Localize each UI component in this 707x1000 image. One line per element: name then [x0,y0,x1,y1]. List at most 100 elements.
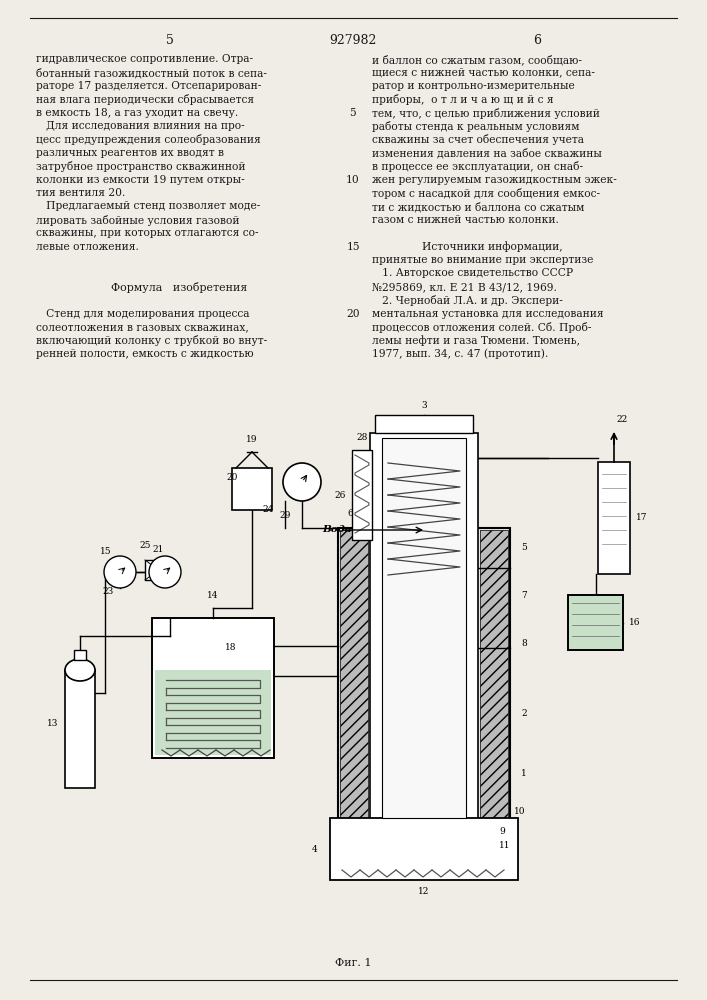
Text: цесс предупреждения солеобразования: цесс предупреждения солеобразования [36,134,261,145]
Text: 19: 19 [246,436,258,444]
Text: 25: 25 [139,540,151,550]
Text: 2: 2 [521,708,527,718]
Text: Стенд для моделирования процесса: Стенд для моделирования процесса [36,309,250,319]
Bar [232,468,272,510]
Text: 5: 5 [350,108,356,118]
Text: 29: 29 [279,512,291,520]
Text: 26: 26 [334,490,346,499]
Text: раторе 17 разделяется. Отсепарирован-: раторе 17 разделяется. Отсепарирован- [36,81,262,91]
Text: 18: 18 [226,644,237,652]
Text: 9: 9 [499,826,505,836]
Text: 8: 8 [521,639,527,648]
Text: 7: 7 [521,591,527,600]
Bar [152,618,274,758]
Text: жен регулируемым газожидкостным эжек-: жен регулируемым газожидкостным эжек- [372,175,617,185]
Bar [568,595,623,650]
Text: 21: 21 [153,546,164,554]
Text: 15: 15 [100,548,112,556]
Text: различных реагентов их вводят в: различных реагентов их вводят в [36,148,224,158]
Text: 28: 28 [356,434,368,442]
Text: 4: 4 [312,844,318,854]
Text: ти с жидкостью и баллона со сжатым: ти с жидкостью и баллона со сжатым [372,201,585,212]
Text: тем, что, с целью приближения условий: тем, что, с целью приближения условий [372,108,600,119]
Bar [338,528,510,823]
Bar [598,462,630,574]
Bar [352,450,372,540]
Text: №295869, кл. Е 21 В 43/12, 1969.: №295869, кл. Е 21 В 43/12, 1969. [372,282,557,292]
Text: 20: 20 [346,309,360,319]
Text: Источники информации,: Источники информации, [422,242,563,252]
Text: 1. Авторское свидетельство СССР: 1. Авторское свидетельство СССР [372,268,573,278]
Text: в процессе ее эксплуатации, он снаб-: в процессе ее эксплуатации, он снаб- [372,161,583,172]
Text: 6: 6 [347,508,353,518]
Text: 11: 11 [499,840,510,850]
Text: Фиг. 1: Фиг. 1 [334,958,371,968]
Text: Вода: Вода [322,526,351,534]
Text: 16: 16 [629,618,641,627]
Text: Формула   изобретения: Формула изобретения [111,282,247,293]
Text: 927982: 927982 [329,34,377,47]
Text: лемы нефти и газа Тюмени. Тюмень,: лемы нефти и газа Тюмени. Тюмень, [372,335,580,346]
Text: скважины за счет обеспечения учета: скважины за счет обеспечения учета [372,134,584,145]
Text: принятые во внимание при экспертизе: принятые во внимание при экспертизе [372,255,593,265]
Circle shape [149,556,181,588]
Text: скважины, при которых отлагаются со-: скважины, при которых отлагаются со- [36,228,259,238]
Bar [375,415,473,433]
Text: 14: 14 [207,591,218,600]
Text: тия вентиля 20.: тия вентиля 20. [36,188,125,198]
Text: 20: 20 [226,474,238,483]
Text: 22: 22 [617,416,628,424]
Text: колонки из емкости 19 путем откры-: колонки из емкости 19 путем откры- [36,175,245,185]
Text: включающий колонку с трубкой во внут-: включающий колонку с трубкой во внут- [36,335,267,346]
Bar [382,438,466,818]
Text: 3: 3 [421,400,427,410]
Bar [152,618,274,758]
Text: 5: 5 [521,544,527,552]
Text: ратор и контрольно-измерительные: ратор и контрольно-измерительные [372,81,575,91]
Text: Предлагаемый стенд позволяет моде-: Предлагаемый стенд позволяет моде- [36,201,260,211]
Text: 23: 23 [103,587,114,596]
Text: затрубное пространство скважинной: затрубное пространство скважинной [36,161,245,172]
Text: 5: 5 [166,34,174,47]
Text: приборы,  о т л и ч а ю щ и й с я: приборы, о т л и ч а ю щ и й с я [372,94,554,105]
Text: и баллон со сжатым газом, сообщаю-: и баллон со сжатым газом, сообщаю- [372,54,582,65]
Text: щиеся с нижней частью колонки, сепа-: щиеся с нижней частью колонки, сепа- [372,67,595,77]
Bar [568,595,623,650]
Text: солеотложения в газовых скважинах,: солеотложения в газовых скважинах, [36,322,249,332]
Text: 13: 13 [47,718,59,728]
Text: тором с насадкой для сообщения емкос-: тором с насадкой для сообщения емкос- [372,188,600,199]
Text: Для исследования влияния на про-: Для исследования влияния на про- [36,121,245,131]
Bar [480,530,508,821]
Text: 10: 10 [346,175,360,185]
Bar [330,818,518,880]
Text: 1: 1 [521,768,527,778]
Text: 1977, вып. 34, с. 47 (прототип).: 1977, вып. 34, с. 47 (прототип). [372,349,549,359]
Text: 6: 6 [533,34,541,47]
Bar [340,530,368,821]
Text: ная влага периодически сбрасывается: ная влага периодически сбрасывается [36,94,254,105]
Text: 17: 17 [636,514,648,522]
Text: 15: 15 [346,242,360,252]
Circle shape [104,556,136,588]
Bar [74,650,86,660]
Text: ботанный газожидкостный поток в сепа-: ботанный газожидкостный поток в сепа- [36,67,267,78]
Text: гидравлическое сопротивление. Отра-: гидравлическое сопротивление. Отра- [36,54,253,64]
Circle shape [283,463,321,501]
Bar [155,670,271,755]
Text: левые отложения.: левые отложения. [36,242,139,252]
Text: в емкость 18, а газ уходит на свечу.: в емкость 18, а газ уходит на свечу. [36,108,238,118]
Text: лировать забойные условия газовой: лировать забойные условия газовой [36,215,240,226]
Text: газом с нижней частью колонки.: газом с нижней частью колонки. [372,215,559,225]
Text: работы стенда к реальным условиям: работы стенда к реальным условиям [372,121,580,132]
Bar [145,560,172,580]
Text: 12: 12 [419,888,430,896]
Text: 10: 10 [514,806,526,816]
Text: изменения давления на забое скважины: изменения давления на забое скважины [372,148,602,158]
Bar [370,433,478,823]
Text: 24: 24 [262,506,274,514]
Text: процессов отложения солей. Сб. Проб-: процессов отложения солей. Сб. Проб- [372,322,592,333]
Text: ментальная установка для исследования: ментальная установка для исследования [372,309,604,319]
Text: ренней полости, емкость с жидкостью: ренней полости, емкость с жидкостью [36,349,254,359]
Ellipse shape [65,659,95,681]
Text: 2. Чернобай Л.А. и др. Экспери-: 2. Чернобай Л.А. и др. Экспери- [372,295,563,306]
